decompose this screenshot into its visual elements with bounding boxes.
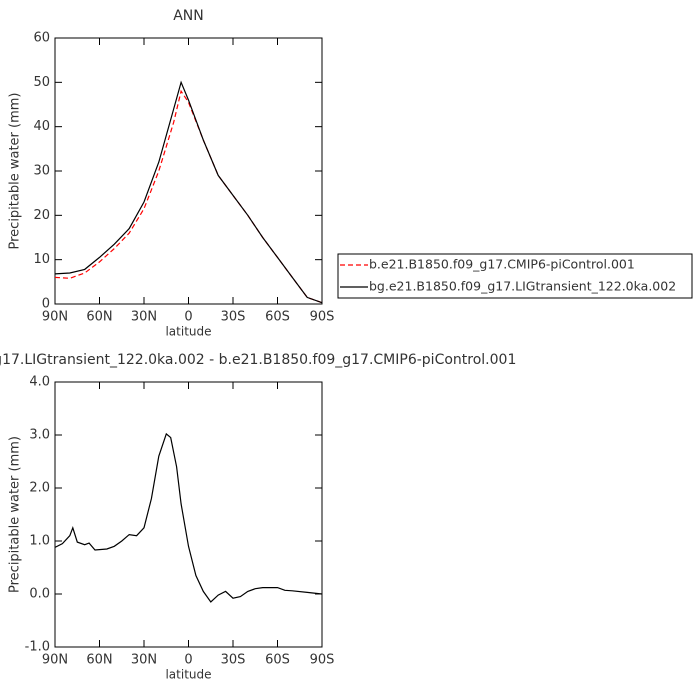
x-tick-label: 30N: [131, 310, 157, 325]
y-tick-label: 4.0: [29, 375, 50, 390]
x-tick-label: 90S: [310, 653, 335, 668]
x-tick-label: 0: [184, 653, 192, 668]
x-tick-label: 60N: [86, 310, 112, 325]
y-tick-label: -1.0: [25, 640, 50, 655]
plot-frame: [54, 381, 323, 648]
y-tick-label: 30: [33, 164, 50, 179]
x-axis-label: latitude: [165, 668, 211, 682]
y-tick-label: 40: [33, 119, 50, 134]
legend-label: b.e21.B1850.f09_g17.CMIP6-piControl.001: [369, 257, 635, 272]
y-tick-label: 60: [33, 31, 50, 46]
x-tick-label: 0: [184, 310, 192, 325]
x-tick-label: 30S: [221, 653, 246, 668]
y-tick-label: 1.0: [29, 534, 50, 549]
y-tick-label: 0: [42, 297, 50, 312]
y-tick-label: 50: [33, 75, 50, 90]
x-tick-label: 90N: [42, 310, 68, 325]
x-tick-label: 60S: [265, 310, 290, 325]
data-line: [54, 432, 323, 603]
y-tick-label: 2.0: [29, 481, 50, 496]
y-tick-label: 10: [33, 252, 50, 267]
x-tick-label: 90S: [310, 310, 335, 325]
chart-title: bg.e21.B1850.f09_g17.LIGtransient_122.0k…: [0, 352, 516, 368]
x-tick-label: 60N: [86, 653, 112, 668]
y-tick-label: 3.0: [29, 428, 50, 443]
y-tick-label: 0.0: [29, 587, 50, 602]
y-tick-label: 20: [33, 208, 50, 223]
chart-title: ANN: [173, 8, 204, 24]
legend-box: [337, 253, 693, 299]
x-tick-label: 30S: [221, 310, 246, 325]
data-line: [54, 89, 323, 304]
x-tick-label: 30N: [131, 653, 157, 668]
legend-label: bg.e21.B1850.f09_g17.LIGtransient_122.0k…: [369, 279, 676, 294]
x-axis-label: latitude: [165, 325, 211, 339]
data-line: [54, 80, 323, 304]
y-axis-label: Precipitable water (mm): [8, 436, 23, 593]
x-tick-label: 60S: [265, 653, 290, 668]
y-axis-label: Precipitable water (mm): [8, 93, 23, 250]
x-tick-label: 90N: [42, 653, 68, 668]
